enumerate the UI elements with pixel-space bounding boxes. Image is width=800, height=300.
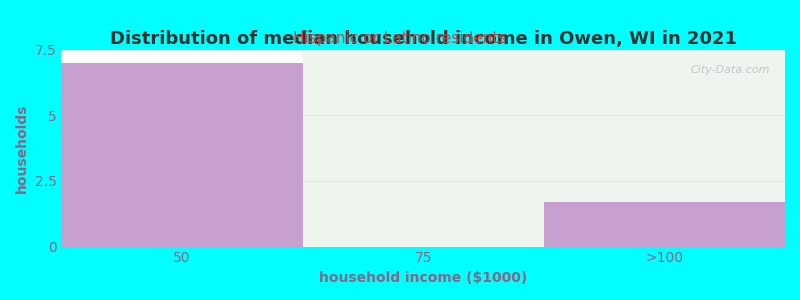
Text: City-Data.com: City-Data.com bbox=[691, 65, 770, 75]
Bar bbox=[544, 202, 785, 247]
Text: Hispanic or Latino residents: Hispanic or Latino residents bbox=[294, 32, 506, 46]
Y-axis label: households: households bbox=[15, 103, 29, 193]
Title: Distribution of median household income in Owen, WI in 2021: Distribution of median household income … bbox=[110, 30, 737, 48]
Bar bbox=[62, 50, 302, 247]
Bar bbox=[62, 63, 302, 247]
X-axis label: household income ($1000): household income ($1000) bbox=[319, 271, 527, 285]
Bar bbox=[302, 50, 785, 247]
